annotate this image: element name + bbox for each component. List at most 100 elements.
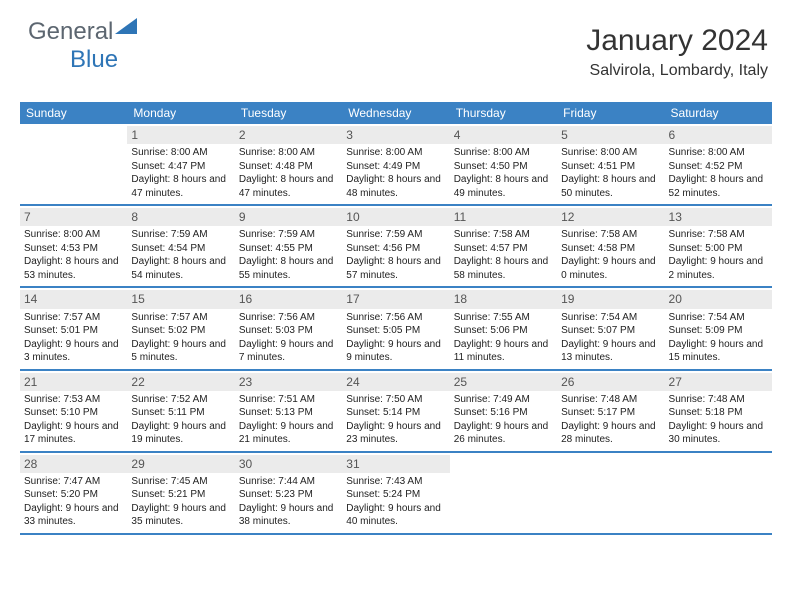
day-cell: 19 Sunrise: 7:54 AMSunset: 5:07 PMDayligh… <box>557 288 664 368</box>
day-details: Sunrise: 7:44 AMSunset: 5:23 PMDaylight:… <box>239 475 338 529</box>
location: Salvirola, Lombardy, Italy <box>586 62 768 80</box>
day-number: 28 <box>20 455 127 473</box>
day-cell: 11 Sunrise: 7:58 AMSunset: 4:57 PMDayligh… <box>450 206 557 286</box>
day-details: Sunrise: 7:56 AMSunset: 5:03 PMDaylight:… <box>239 311 338 365</box>
logo-triangle-icon <box>115 18 137 39</box>
week-row: 14 Sunrise: 7:57 AMSunset: 5:01 PMDayligh… <box>20 288 772 370</box>
day-details: Sunrise: 7:53 AMSunset: 5:10 PMDaylight:… <box>24 393 123 447</box>
day-number: 6 <box>665 126 772 144</box>
day-details: Sunrise: 8:00 AMSunset: 4:52 PMDaylight:… <box>669 146 768 200</box>
day-cell: 26 Sunrise: 7:48 AMSunset: 5:17 PMDayligh… <box>557 371 664 451</box>
day-number: 2 <box>235 126 342 144</box>
day-header: Friday <box>557 102 664 124</box>
day-cell <box>665 453 772 533</box>
day-cell: 22 Sunrise: 7:52 AMSunset: 5:11 PMDayligh… <box>127 371 234 451</box>
logo-text-2: Blue <box>70 46 118 73</box>
day-cell: 14 Sunrise: 7:57 AMSunset: 5:01 PMDayligh… <box>20 288 127 368</box>
day-details: Sunrise: 8:00 AMSunset: 4:51 PMDaylight:… <box>561 146 660 200</box>
day-details: Sunrise: 7:45 AMSunset: 5:21 PMDaylight:… <box>131 475 230 529</box>
day-details: Sunrise: 7:51 AMSunset: 5:13 PMDaylight:… <box>239 393 338 447</box>
logo: General Blue <box>28 18 137 74</box>
day-details: Sunrise: 7:59 AMSunset: 4:56 PMDaylight:… <box>346 228 445 282</box>
day-cell: 9 Sunrise: 7:59 AMSunset: 4:55 PMDaylight… <box>235 206 342 286</box>
day-details: Sunrise: 8:00 AMSunset: 4:48 PMDaylight:… <box>239 146 338 200</box>
day-number: 23 <box>235 373 342 391</box>
weeks-container: 1Sunrise: 8:00 AMSunset: 4:47 PMDaylight… <box>20 124 772 535</box>
day-details: Sunrise: 8:00 AMSunset: 4:53 PMDaylight:… <box>24 228 123 282</box>
day-number: 19 <box>557 290 664 308</box>
day-cell: 25Sunrise: 7:49 AMSunset: 5:16 PMDayligh… <box>450 371 557 451</box>
week-row: 1Sunrise: 8:00 AMSunset: 4:47 PMDaylight… <box>20 124 772 206</box>
day-number: 10 <box>342 208 449 226</box>
day-details: Sunrise: 7:43 AMSunset: 5:24 PMDaylight:… <box>346 475 445 529</box>
day-details: Sunrise: 7:59 AMSunset: 4:54 PMDaylight:… <box>131 228 230 282</box>
day-details: Sunrise: 8:00 AMSunset: 4:49 PMDaylight:… <box>346 146 445 200</box>
day-details: Sunrise: 7:48 AMSunset: 5:17 PMDaylight:… <box>561 393 660 447</box>
day-cell: 2 Sunrise: 8:00 AMSunset: 4:48 PMDaylight… <box>235 124 342 204</box>
day-number <box>20 126 127 144</box>
day-number: 11 <box>450 208 557 226</box>
day-number: 27 <box>665 373 772 391</box>
day-cell <box>450 453 557 533</box>
day-number: 5 <box>557 126 664 144</box>
day-cell: 13Sunrise: 7:58 AMSunset: 5:00 PMDayligh… <box>665 206 772 286</box>
day-cell: 3 Sunrise: 8:00 AMSunset: 4:49 PMDaylight… <box>342 124 449 204</box>
header-right: January 2024 Salvirola, Lombardy, Italy <box>586 24 768 80</box>
day-number: 17 <box>342 290 449 308</box>
day-cell: 27 Sunrise: 7:48 AMSunset: 5:18 PMDayligh… <box>665 371 772 451</box>
day-cell: 28 Sunrise: 7:47 AMSunset: 5:20 PMDayligh… <box>20 453 127 533</box>
day-details: Sunrise: 7:52 AMSunset: 5:11 PMDaylight:… <box>131 393 230 447</box>
day-cell: 6 Sunrise: 8:00 AMSunset: 4:52 PMDaylight… <box>665 124 772 204</box>
week-row: 28 Sunrise: 7:47 AMSunset: 5:20 PMDayligh… <box>20 453 772 535</box>
day-cell: 15 Sunrise: 7:57 AMSunset: 5:02 PMDayligh… <box>127 288 234 368</box>
day-cell: 23 Sunrise: 7:51 AMSunset: 5:13 PMDayligh… <box>235 371 342 451</box>
logo-text-1: General <box>28 18 113 45</box>
day-details: Sunrise: 7:56 AMSunset: 5:05 PMDaylight:… <box>346 311 445 365</box>
week-row: 21 Sunrise: 7:53 AMSunset: 5:10 PMDayligh… <box>20 371 772 453</box>
day-cell: 17 Sunrise: 7:56 AMSunset: 5:05 PMDayligh… <box>342 288 449 368</box>
day-header: Wednesday <box>342 102 449 124</box>
day-cell: 12 Sunrise: 7:58 AMSunset: 4:58 PMDayligh… <box>557 206 664 286</box>
day-header: Saturday <box>665 102 772 124</box>
day-number <box>665 455 772 473</box>
day-number: 16 <box>235 290 342 308</box>
day-number: 12 <box>557 208 664 226</box>
day-number: 7 <box>20 208 127 226</box>
day-details: Sunrise: 7:54 AMSunset: 5:09 PMDaylight:… <box>669 311 768 365</box>
day-number: 25 <box>450 373 557 391</box>
day-header: Sunday <box>20 102 127 124</box>
day-header: Tuesday <box>235 102 342 124</box>
day-details: Sunrise: 7:48 AMSunset: 5:18 PMDaylight:… <box>669 393 768 447</box>
day-details: Sunrise: 7:57 AMSunset: 5:01 PMDaylight:… <box>24 311 123 365</box>
day-number: 26 <box>557 373 664 391</box>
day-number: 9 <box>235 208 342 226</box>
day-number: 21 <box>20 373 127 391</box>
week-row: 7 Sunrise: 8:00 AMSunset: 4:53 PMDaylight… <box>20 206 772 288</box>
day-number: 15 <box>127 290 234 308</box>
day-cell: 20Sunrise: 7:54 AMSunset: 5:09 PMDayligh… <box>665 288 772 368</box>
day-details: Sunrise: 7:58 AMSunset: 4:58 PMDaylight:… <box>561 228 660 282</box>
day-details: Sunrise: 7:54 AMSunset: 5:07 PMDaylight:… <box>561 311 660 365</box>
day-number: 3 <box>342 126 449 144</box>
day-number: 24 <box>342 373 449 391</box>
day-details: Sunrise: 7:58 AMSunset: 4:57 PMDaylight:… <box>454 228 553 282</box>
day-number: 31 <box>342 455 449 473</box>
month-title: January 2024 <box>586 24 768 58</box>
day-details: Sunrise: 8:00 AMSunset: 4:50 PMDaylight:… <box>454 146 553 200</box>
day-number: 8 <box>127 208 234 226</box>
day-header: Thursday <box>450 102 557 124</box>
day-number: 14 <box>20 290 127 308</box>
day-header-row: SundayMondayTuesdayWednesdayThursdayFrid… <box>20 102 772 124</box>
day-details: Sunrise: 7:59 AMSunset: 4:55 PMDaylight:… <box>239 228 338 282</box>
day-number: 22 <box>127 373 234 391</box>
day-cell: 31 Sunrise: 7:43 AMSunset: 5:24 PMDayligh… <box>342 453 449 533</box>
day-number: 30 <box>235 455 342 473</box>
day-details: Sunrise: 7:57 AMSunset: 5:02 PMDaylight:… <box>131 311 230 365</box>
day-details: Sunrise: 7:47 AMSunset: 5:20 PMDaylight:… <box>24 475 123 529</box>
day-cell: 7 Sunrise: 8:00 AMSunset: 4:53 PMDaylight… <box>20 206 127 286</box>
day-cell: 18Sunrise: 7:55 AMSunset: 5:06 PMDayligh… <box>450 288 557 368</box>
day-cell: 4Sunrise: 8:00 AMSunset: 4:50 PMDaylight… <box>450 124 557 204</box>
day-cell: 24Sunrise: 7:50 AMSunset: 5:14 PMDayligh… <box>342 371 449 451</box>
day-cell: 30 Sunrise: 7:44 AMSunset: 5:23 PMDayligh… <box>235 453 342 533</box>
day-number: 1 <box>127 126 234 144</box>
